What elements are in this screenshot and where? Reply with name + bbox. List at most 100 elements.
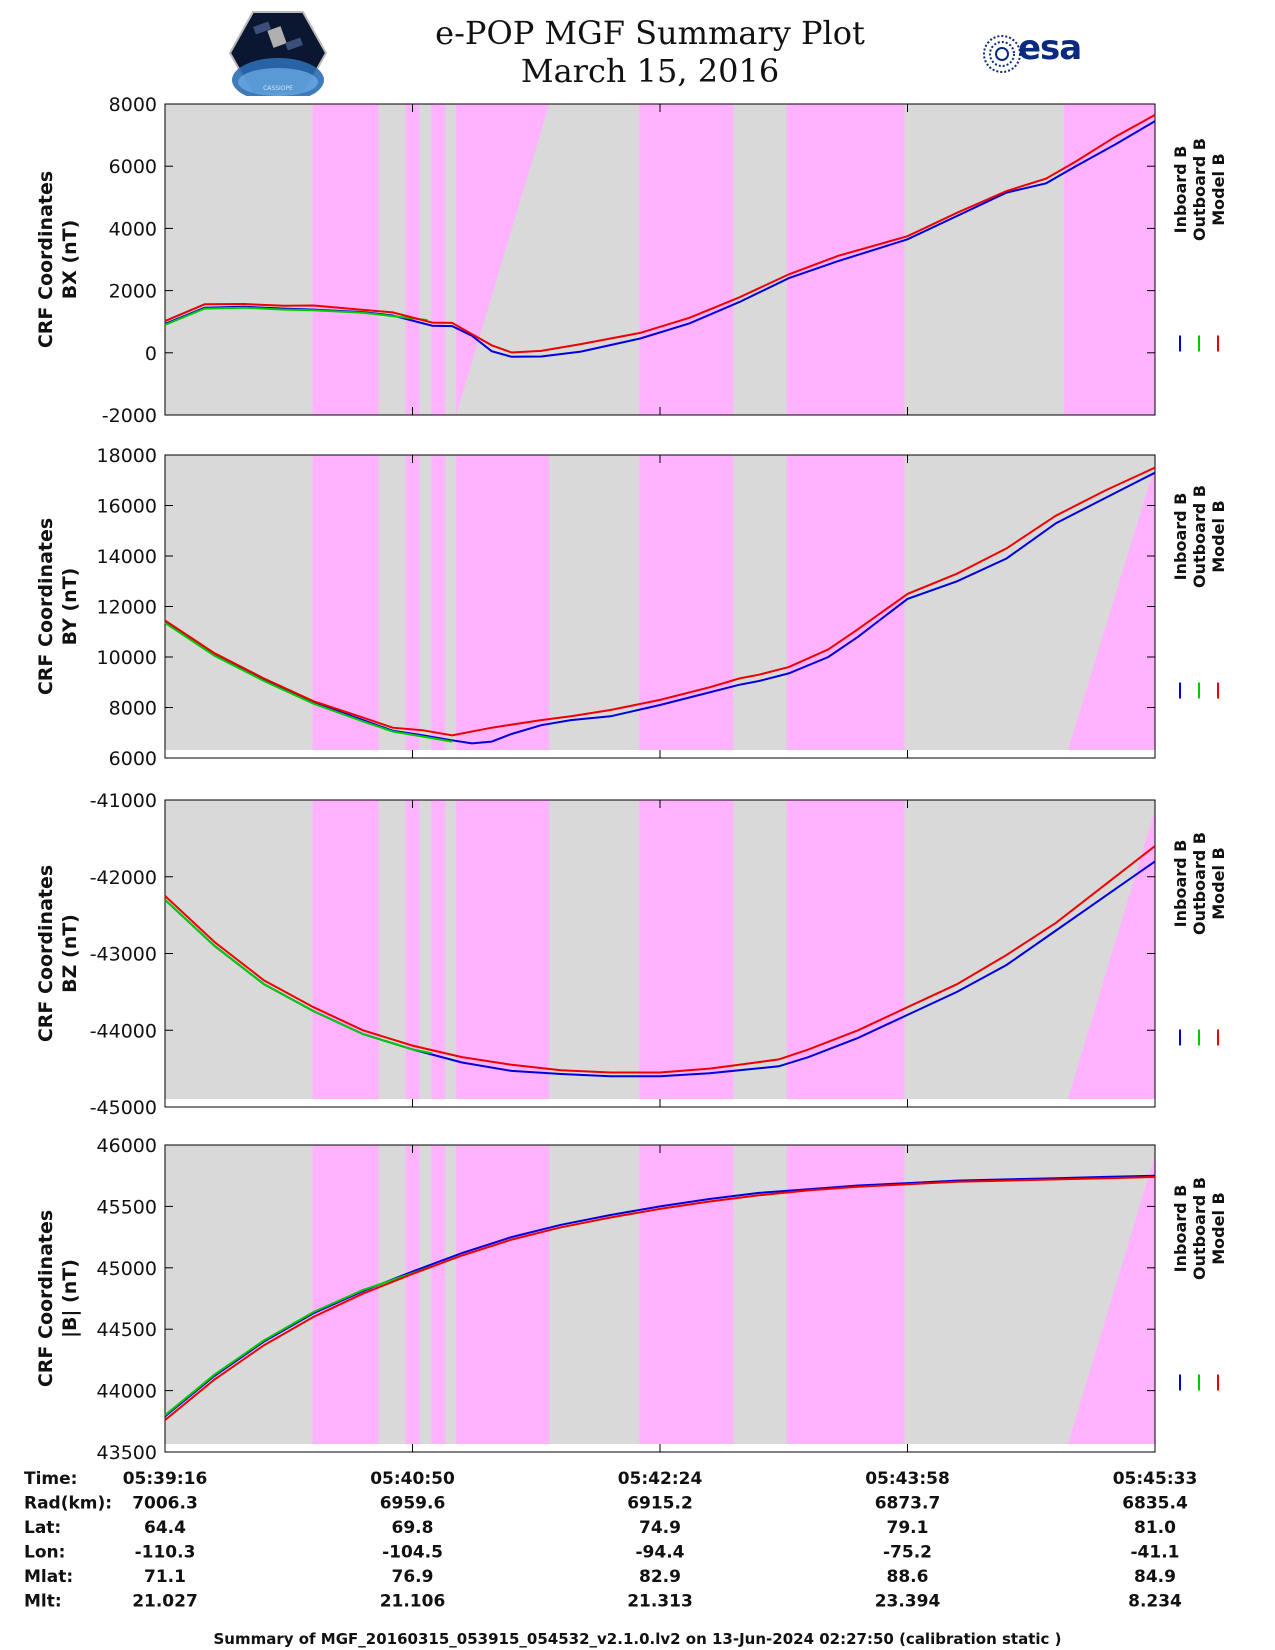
legend-label: Inboard B bbox=[1171, 146, 1190, 234]
series-line-outboard-b bbox=[164, 306, 428, 326]
info-row-label: Time: bbox=[24, 1469, 77, 1489]
series-line-outboard-b bbox=[164, 622, 453, 743]
highlight-band bbox=[786, 455, 905, 750]
chart-panel-2: 6000 8000 10000 12000 14000 16000 18000 CRF Coo… bbox=[35, 445, 1228, 770]
info-row-label: Mlat: bbox=[24, 1567, 73, 1587]
y-tick-label: -45000 bbox=[90, 1097, 157, 1119]
series-line-outboard-b bbox=[164, 1265, 433, 1416]
y-tick-label: 10000 bbox=[97, 647, 157, 669]
legend-label: Outboard B bbox=[1190, 485, 1209, 588]
info-cell: -94.4 bbox=[636, 1543, 685, 1563]
series-line-model-b bbox=[164, 114, 1156, 354]
highlight-band bbox=[431, 800, 446, 1099]
y-axis-label: BZ (nT) bbox=[59, 914, 81, 993]
y-axis-label: CRF Coordinates bbox=[35, 865, 57, 1042]
info-cell: 88.6 bbox=[887, 1567, 929, 1587]
highlight-band bbox=[431, 104, 446, 415]
info-cell: 6915.2 bbox=[627, 1494, 693, 1514]
y-tick-label: 14000 bbox=[97, 546, 157, 568]
legend: Inboard B Outboard B Model B bbox=[1171, 1177, 1228, 1391]
info-cell: 05:43:58 bbox=[865, 1469, 950, 1489]
highlight-band bbox=[456, 455, 550, 750]
legend: Inboard B Outboard B Model B bbox=[1171, 138, 1228, 352]
legend-label: Outboard B bbox=[1190, 832, 1209, 935]
esa-logo-mark bbox=[983, 35, 1021, 73]
y-tick-label: -43000 bbox=[90, 944, 157, 966]
series-line-inboard-b bbox=[164, 471, 1156, 745]
info-cell: 81.0 bbox=[1134, 1518, 1176, 1538]
footer-summary: Summary of MGF_20160315_053915_054532_v2… bbox=[213, 1630, 1062, 1648]
legend-label: Model B bbox=[1209, 500, 1228, 572]
info-cell: 84.9 bbox=[1134, 1567, 1176, 1587]
y-tick-label: 44000 bbox=[97, 1381, 157, 1403]
y-tick-label: 44500 bbox=[97, 1319, 157, 1341]
legend-label: Outboard B bbox=[1190, 138, 1209, 241]
highlight-band bbox=[405, 455, 420, 750]
info-cell: 05:39:16 bbox=[123, 1469, 208, 1489]
highlight-band bbox=[312, 800, 379, 1099]
info-cell: 05:45:33 bbox=[1113, 1469, 1198, 1489]
info-row-label: Rad(km): bbox=[24, 1494, 112, 1514]
highlight-band bbox=[405, 104, 420, 415]
info-cell: -110.3 bbox=[135, 1543, 196, 1563]
info-cell: -104.5 bbox=[382, 1543, 443, 1563]
chart-panel-3: -45000 -44000 -43000 -42000 -41000 CRF Coordi… bbox=[35, 790, 1228, 1119]
info-cell: 79.1 bbox=[887, 1518, 929, 1538]
y-tick-label: -2000 bbox=[102, 405, 157, 427]
highlight-band bbox=[405, 800, 420, 1099]
info-cell: -75.2 bbox=[883, 1543, 932, 1563]
info-cell: -41.1 bbox=[1131, 1543, 1180, 1563]
y-tick-label: 18000 bbox=[97, 445, 157, 467]
y-tick-label: 16000 bbox=[97, 496, 157, 518]
info-cell: 23.394 bbox=[875, 1592, 941, 1612]
highlight-band bbox=[405, 1145, 420, 1444]
y-tick-label: 6000 bbox=[109, 156, 157, 178]
highlight-band bbox=[1063, 104, 1155, 415]
info-cell: 6959.6 bbox=[380, 1494, 446, 1514]
y-axis-label: |B| (nT) bbox=[59, 1259, 81, 1338]
y-tick-label: 12000 bbox=[97, 597, 157, 619]
series-line-model-b bbox=[164, 845, 1156, 1074]
legend-label: Outboard B bbox=[1190, 1177, 1209, 1280]
highlight-band bbox=[456, 800, 550, 1099]
y-tick-label: -44000 bbox=[90, 1020, 157, 1042]
legend-label: Model B bbox=[1209, 847, 1228, 919]
plot-title: e-POP MGF Summary Plot bbox=[435, 14, 865, 52]
y-tick-label: -42000 bbox=[90, 867, 157, 889]
info-cell: 82.9 bbox=[639, 1567, 681, 1587]
highlight-band bbox=[431, 1145, 446, 1444]
info-cell: 64.4 bbox=[144, 1518, 186, 1538]
y-tick-label: 2000 bbox=[109, 281, 157, 303]
series-line-model-b bbox=[164, 1175, 1156, 1421]
info-cell: 6873.7 bbox=[875, 1494, 941, 1514]
legend-label: Inboard B bbox=[1171, 1185, 1190, 1273]
highlight-band bbox=[312, 455, 379, 750]
y-tick-label: 8000 bbox=[109, 698, 157, 720]
highlight-band bbox=[639, 1145, 734, 1444]
logo-caption: CASSIOPE bbox=[263, 85, 293, 92]
y-tick-label: 8000 bbox=[109, 94, 157, 116]
series-line-model-b bbox=[164, 466, 1156, 737]
plot-date: March 15, 2016 bbox=[520, 52, 780, 90]
info-cell: 21.027 bbox=[132, 1592, 198, 1612]
info-row-label: Lon: bbox=[24, 1543, 65, 1563]
highlight-band bbox=[312, 1145, 379, 1444]
y-axis-label: CRF Coordinates bbox=[35, 1210, 57, 1387]
esa-logo-text: esa bbox=[1018, 28, 1082, 68]
chart-panel-1: -2000 0 2000 4000 6000 8000 CRF Coordinates BX … bbox=[35, 94, 1228, 427]
y-tick-label: 46000 bbox=[97, 1135, 157, 1157]
y-axis-label: CRF Coordinates bbox=[35, 518, 57, 695]
chart-panel-4: 43500 44000 44500 45000 45500 46000 CRF Coordi… bbox=[35, 1135, 1228, 1464]
y-tick-label: 45000 bbox=[97, 1258, 157, 1280]
info-row-label: Lat: bbox=[24, 1518, 61, 1538]
y-tick-label: -41000 bbox=[90, 790, 157, 812]
highlight-band bbox=[639, 800, 734, 1099]
legend-label: Inboard B bbox=[1171, 840, 1190, 928]
info-cell: 21.313 bbox=[627, 1592, 693, 1612]
info-cell: 21.106 bbox=[380, 1592, 446, 1612]
y-tick-label: 0 bbox=[145, 343, 157, 365]
highlight-band bbox=[1067, 810, 1155, 1099]
y-tick-label: 6000 bbox=[109, 748, 157, 770]
